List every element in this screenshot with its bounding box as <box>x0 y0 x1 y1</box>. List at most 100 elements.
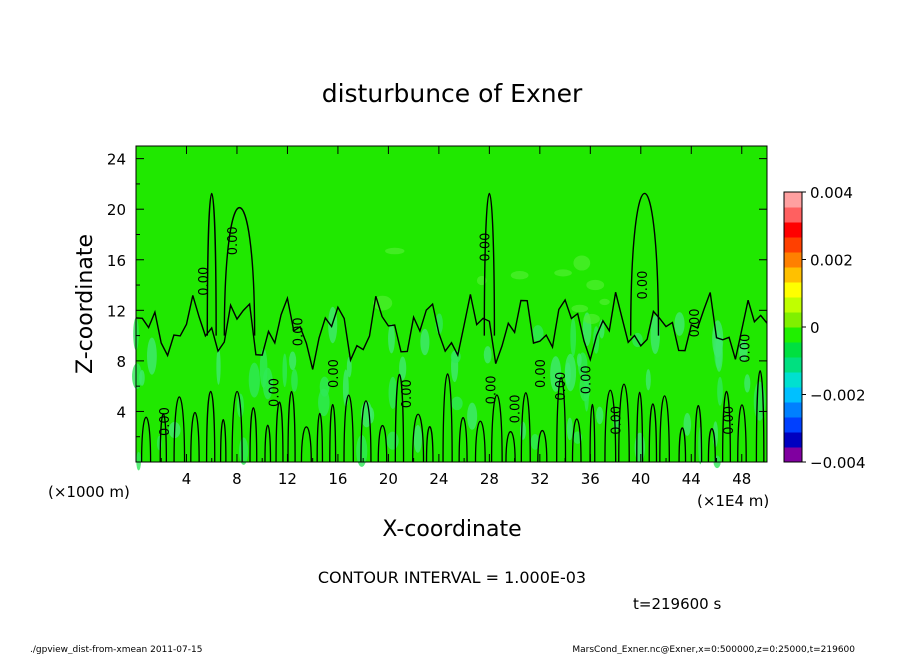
contour-plume <box>537 429 548 463</box>
field-patch <box>674 312 685 336</box>
field-patch <box>645 369 651 391</box>
y-tick-label: 8 <box>116 353 126 371</box>
field-patch <box>216 347 221 385</box>
field-patch <box>451 396 463 411</box>
colorbar-swatch <box>784 447 802 463</box>
contour-plume <box>343 394 354 463</box>
field-patch <box>717 376 723 406</box>
field-patch <box>566 417 573 441</box>
y-tick-label: 24 <box>107 151 126 169</box>
x-tick-label: 4 <box>182 470 192 488</box>
contour-interval: CONTOUR INTERVAL = 1.000E-03 <box>318 568 586 587</box>
contour-plume <box>694 405 703 463</box>
contour-label: 0.00 <box>327 359 342 388</box>
colorbar-tick-label: −0.004 <box>810 454 866 472</box>
contour-line <box>135 292 768 370</box>
footer-left: ./gpview_dist-from-xmean 2011-07-15 <box>30 645 202 654</box>
contour-plume <box>458 417 468 463</box>
field-patch <box>239 437 249 465</box>
contour-label: 0.00 <box>485 375 500 404</box>
footer-right: MarsCond_Exner.nc@Exner,x=0:500000,z=0:2… <box>572 645 855 654</box>
contour-plume <box>648 403 658 463</box>
contour-plume <box>360 400 372 463</box>
x-tick-label: 20 <box>379 470 398 488</box>
contour-plume <box>571 418 582 463</box>
field-patch <box>532 325 544 343</box>
contour-plume <box>300 426 312 463</box>
colorbar-swatch <box>784 267 802 283</box>
field-patch <box>571 304 589 313</box>
field-patch <box>282 353 288 388</box>
contour-plume <box>442 373 453 463</box>
x-tick-label: 16 <box>328 470 347 488</box>
field-patch <box>650 315 660 355</box>
colorbar-tick-label: 0 <box>810 319 820 337</box>
field-patch <box>388 323 395 354</box>
field-patch <box>683 412 692 436</box>
contour-plume <box>173 396 186 463</box>
contour-plume <box>316 412 324 463</box>
x-tick-label: 36 <box>581 470 600 488</box>
contour-plume-tall <box>223 206 256 336</box>
field-patch <box>579 373 591 402</box>
field-patch <box>530 434 540 450</box>
contour-plume <box>394 373 405 463</box>
field-patch <box>248 362 260 398</box>
contour-label: 0.00 <box>478 233 493 262</box>
y-tick-label: 4 <box>116 403 126 421</box>
field-patch <box>744 374 751 393</box>
field-patch <box>510 271 529 280</box>
x-tick-label: 24 <box>429 470 448 488</box>
field-patch <box>386 431 399 450</box>
colorbar-swatch <box>784 252 802 268</box>
contour-labels: 0.00 0.00 0.00 0.00 0.00 0.00 0.00 0.00 0.00 0.00… <box>158 226 754 436</box>
x-axis-label: X-coordinate <box>382 517 521 542</box>
colorbar-swatch <box>784 417 802 433</box>
contour-plume <box>490 394 503 463</box>
x-tick-label: 12 <box>278 470 297 488</box>
contour-label: 0.00 <box>226 226 241 255</box>
chart-title: disturbunce of Exner <box>322 79 583 108</box>
colorbar-swatch <box>784 192 802 208</box>
contour-plume <box>219 419 227 463</box>
contour-label: 0.00 <box>610 406 625 435</box>
contour-plume <box>755 370 765 463</box>
x-axis-ticks: 4 8 12 16 20 24 28 32 36 40 44 48 <box>160 146 751 488</box>
colorbar-swatch <box>784 357 802 373</box>
contour-plume <box>659 395 670 463</box>
colorbar-tick-label: −0.002 <box>810 387 866 405</box>
contour-plume <box>275 401 284 463</box>
x-tick-label: 32 <box>530 470 549 488</box>
field-patch <box>583 313 600 324</box>
x-tick-label: 40 <box>631 470 650 488</box>
contour-label: 0.00 <box>636 271 651 300</box>
y-tick-label: 16 <box>107 252 126 270</box>
contour-plume <box>520 392 531 463</box>
field-patch <box>372 295 393 311</box>
contour-label: 0.00 <box>509 394 524 423</box>
contour-plume <box>377 425 388 463</box>
contour-plume <box>231 391 243 463</box>
contour-label: 0.00 <box>722 406 737 435</box>
contour-label: 0.00 <box>158 407 173 436</box>
field-patch <box>739 339 748 362</box>
colorbar-swatch <box>784 282 802 298</box>
contour-plume <box>159 413 168 463</box>
contour-plume <box>205 391 216 463</box>
contour-plume <box>589 404 596 463</box>
contour-plume <box>412 413 425 463</box>
contour-plume <box>249 407 258 463</box>
contour-label: 0.00 <box>579 365 594 394</box>
time-label: t=219600 s <box>633 595 721 613</box>
field-patch <box>554 269 572 277</box>
contour-label: 0.00 <box>292 317 307 346</box>
colorbar-tick-label: 0.002 <box>810 252 853 270</box>
contour-plume-tall <box>630 193 660 336</box>
colorbar-swatch <box>784 312 802 328</box>
contour-plume <box>721 390 732 463</box>
plot-frame <box>135 145 768 463</box>
x-tick-label: 8 <box>232 470 242 488</box>
contour-label: 0.00 <box>534 359 549 388</box>
field-patch <box>388 376 398 410</box>
